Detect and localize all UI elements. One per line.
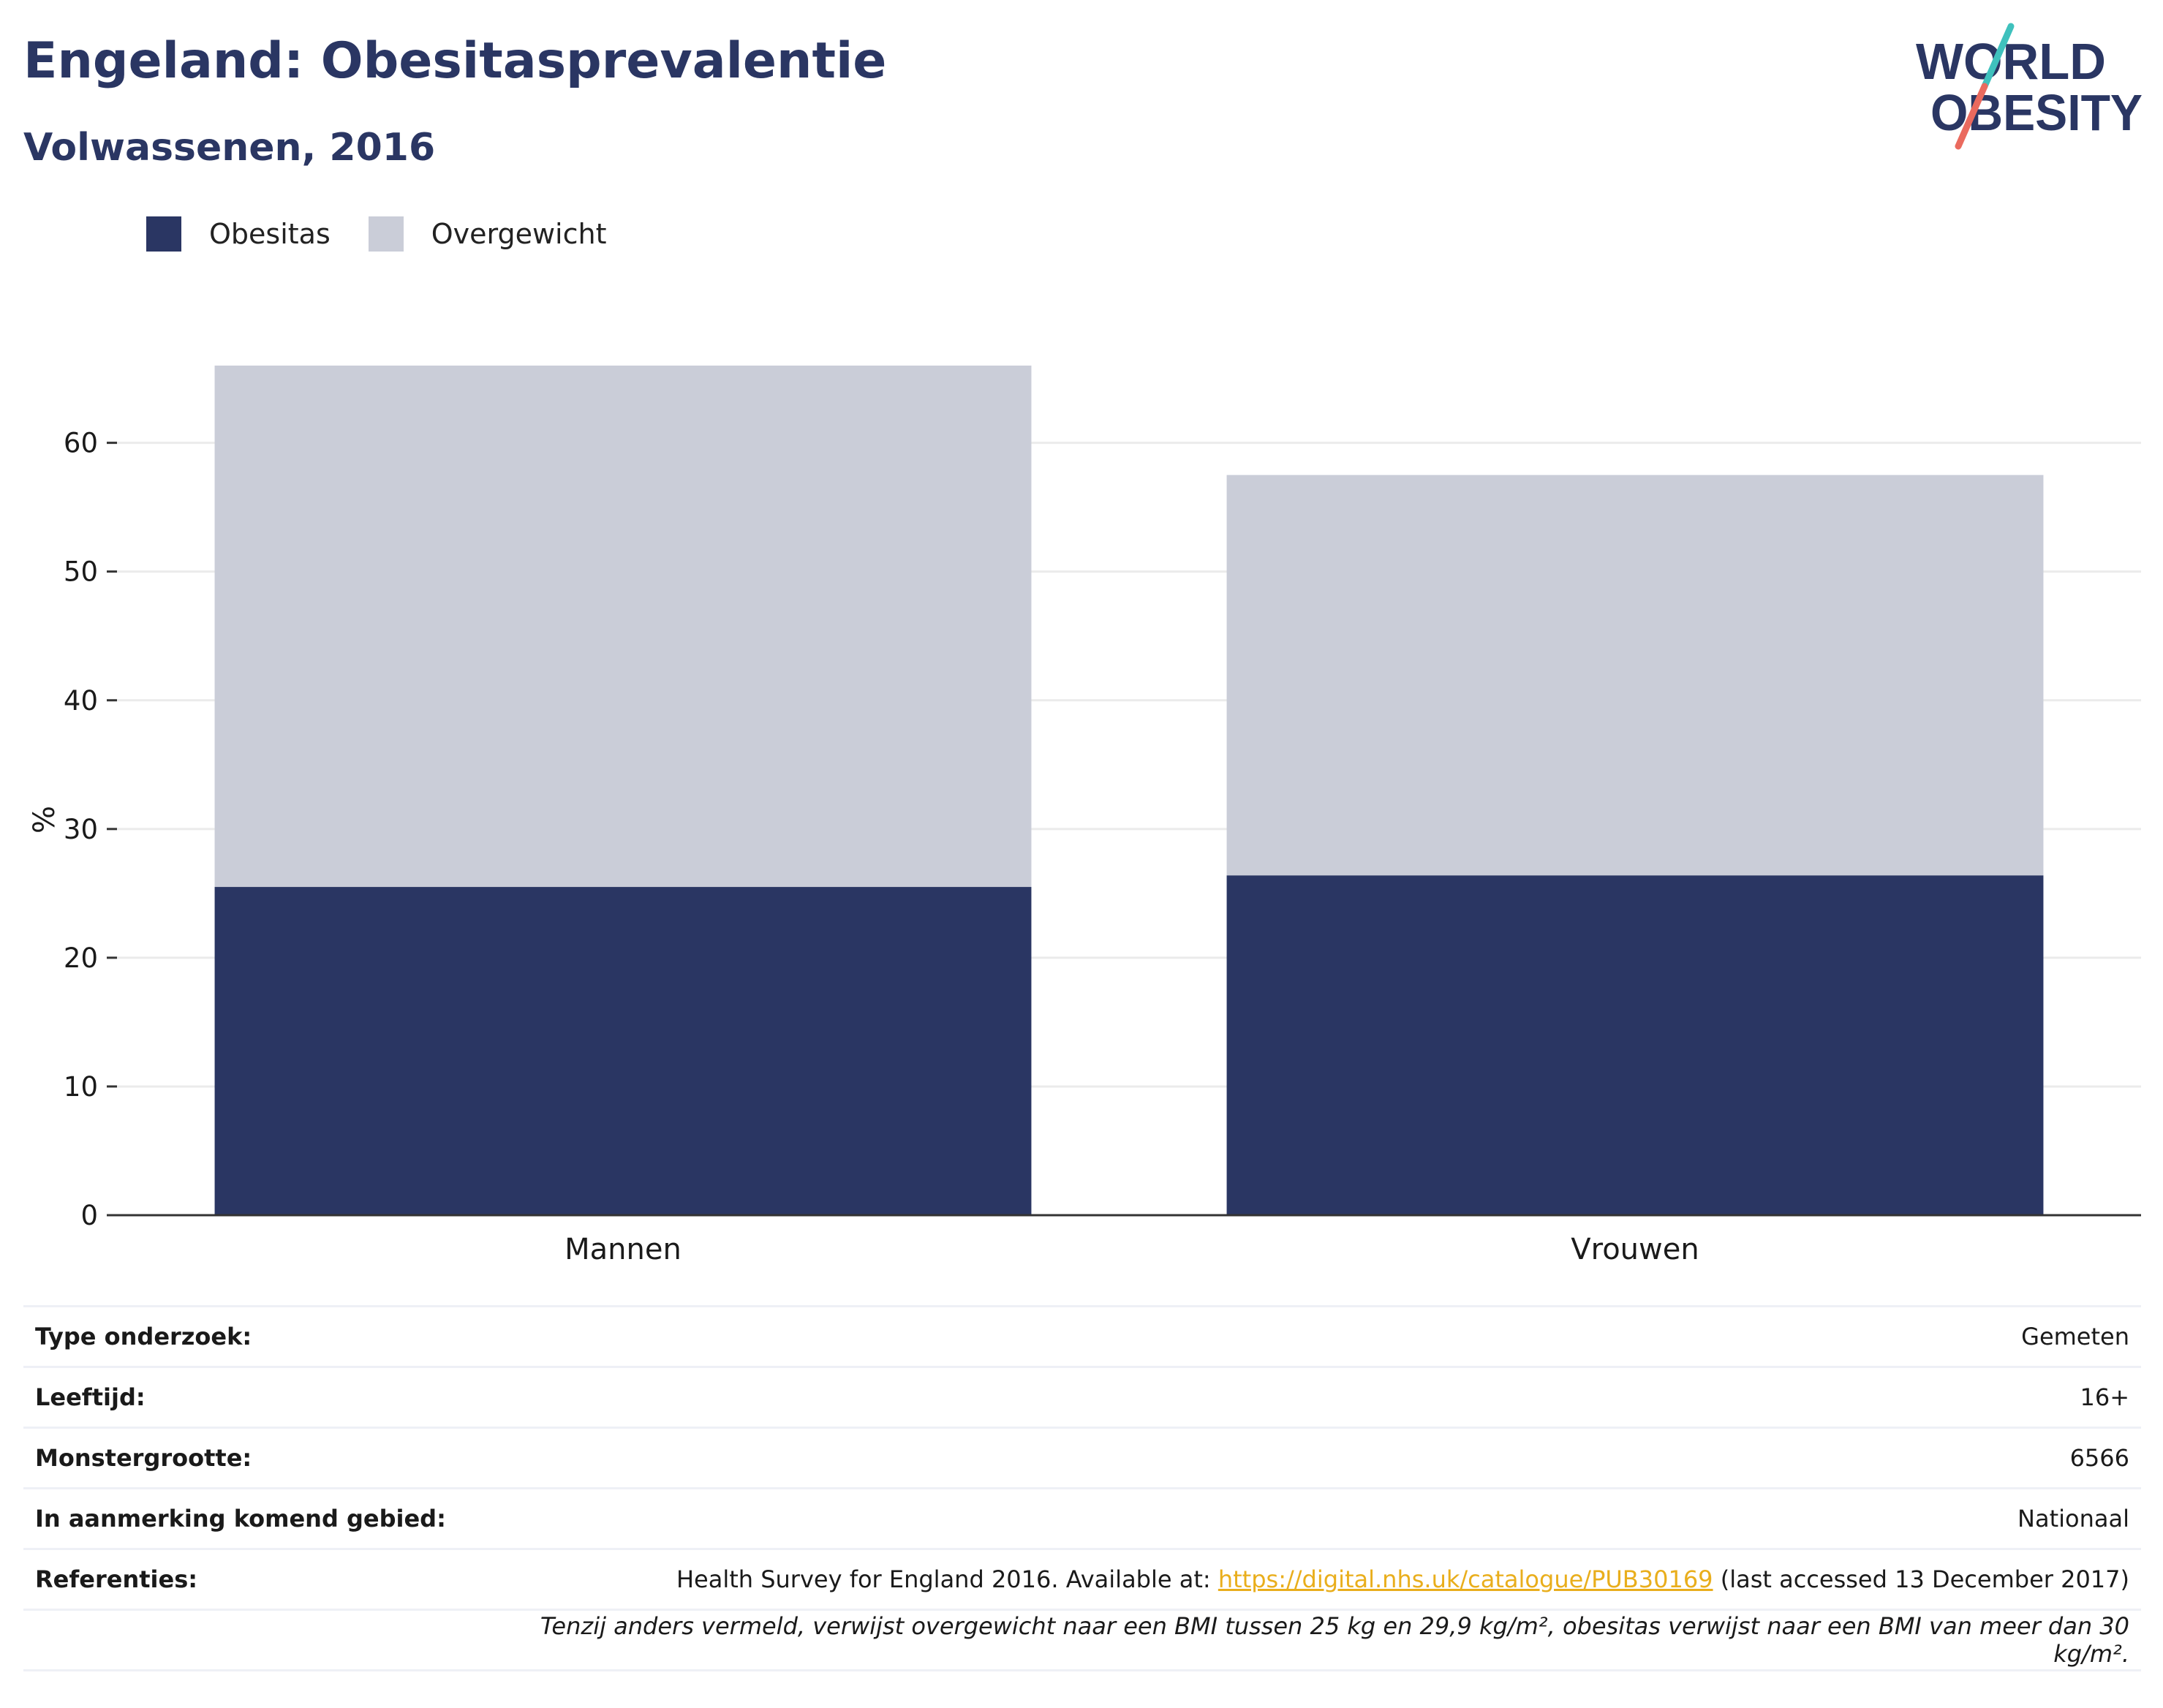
legend-swatch-overgewicht	[368, 216, 404, 252]
bar-overgewicht-vrouwen	[1226, 475, 2044, 876]
references-suffix: (last accessed 13 December 2017)	[1713, 1565, 2129, 1593]
page-subtitle: Volwassenen, 2016	[23, 126, 436, 170]
x-tick-label: Vrouwen	[1571, 1233, 1699, 1266]
legend-label-obesitas: Obesitas	[209, 218, 331, 250]
y-tick-label: 40	[64, 685, 98, 717]
svg-text:WORLD: WORLD	[1916, 33, 2106, 90]
info-label: Monstergrootte:	[23, 1427, 458, 1489]
table-row: Monstergrootte: 6566	[23, 1427, 2141, 1489]
table-row: Referenties: Health Survey for England 2…	[23, 1548, 2141, 1610]
stacked-bar-chart: 0 10 20 30 40 50 60% Mannen Vrouwen	[28, 366, 2141, 1266]
references-label: Referenties:	[23, 1548, 458, 1610]
info-value: 16+	[457, 1366, 2141, 1428]
bar-overgewicht-mannen	[214, 366, 1032, 888]
references-prefix: Health Survey for England 2016. Availabl…	[676, 1565, 1218, 1593]
references-value: Health Survey for England 2016. Availabl…	[457, 1548, 2141, 1610]
y-tick-label: 20	[64, 942, 98, 974]
chart-legend: Obesitas Overgewicht	[146, 216, 645, 252]
legend-label-overgewicht: Overgewicht	[431, 218, 607, 250]
world-obesity-logo: WORLD OBESITY	[1916, 23, 2143, 150]
table-row: Leeftijd: 16+	[23, 1366, 2141, 1428]
info-value: Nationaal	[457, 1487, 2141, 1549]
references-link[interactable]: https://digital.nhs.uk/catalogue/PUB3016…	[1218, 1565, 1713, 1593]
y-axis-label: %	[28, 806, 61, 834]
y-tick-label: 0	[80, 1200, 98, 1231]
info-table: Type onderzoek: Gemeten Leeftijd: 16+ Mo…	[23, 1305, 2141, 1671]
info-label: In aanmerking komend gebied:	[23, 1487, 458, 1549]
legend-item-overgewicht[interactable]: Overgewicht	[368, 216, 607, 252]
table-row: Tenzij anders vermeld, verwijst overgewi…	[23, 1609, 2141, 1671]
page-title: Engeland: Obesitasprevalentie	[23, 32, 887, 90]
info-label: Type onderzoek:	[23, 1305, 458, 1367]
y-tick-label: 10	[64, 1071, 98, 1103]
bar-obesitas-mannen	[214, 887, 1032, 1215]
y-tick-label: 60	[64, 428, 98, 459]
x-tick-label: Mannen	[565, 1233, 682, 1266]
table-row: Type onderzoek: Gemeten	[23, 1305, 2141, 1367]
y-tick-label: 30	[64, 814, 98, 845]
legend-swatch-obesitas	[146, 216, 181, 252]
definition-note: Tenzij anders vermeld, verwijst overgewi…	[457, 1609, 2141, 1671]
info-value: Gemeten	[457, 1305, 2141, 1367]
info-value: 6566	[457, 1427, 2141, 1489]
table-row: In aanmerking komend gebied: Nationaal	[23, 1487, 2141, 1549]
y-tick-label: 50	[64, 556, 98, 588]
info-label: Leeftijd:	[23, 1366, 458, 1428]
legend-item-obesitas[interactable]: Obesitas	[146, 216, 331, 252]
bar-obesitas-vrouwen	[1226, 875, 2044, 1215]
